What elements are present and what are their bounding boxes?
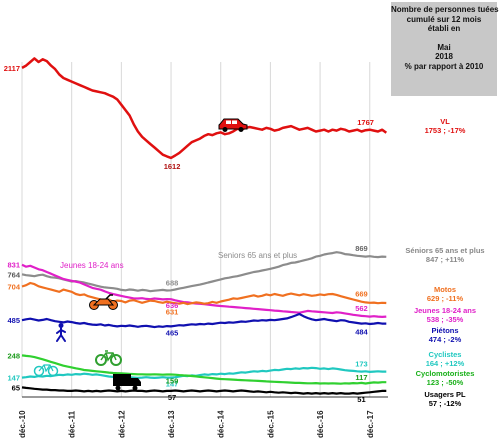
side-label-line: 629 ; -11% [426,294,464,303]
pedestrian-icon [56,323,66,342]
side-label-line: Usagers PL [424,390,466,399]
legend-line: Nombre de personnes tuées [391,5,499,14]
series-line-seniors [21,251,387,293]
side-label-line: 474 ; -2% [428,335,462,344]
side-label-jeunes: Jeunes 18-24 ans 538 ; -35% [395,306,495,324]
legend-line: % par rapport à 2010 [404,61,484,71]
value-annotation: 465 [166,328,179,337]
motorcycle-icon [89,294,118,310]
side-label-line: Séniors 65 ans et plus [405,246,485,255]
value-annotation: 65 [12,383,20,392]
side-label-pietons: Piétons 474 ; -2% [395,326,495,344]
side-label-vl: VL 1753 ; -17% [395,117,495,135]
bicycle-icon [95,350,122,366]
value-annotation: 147 [7,374,20,383]
series-line-cyclomoteurs [21,354,387,385]
value-annotation: 57 [168,393,176,402]
legend-line [391,34,497,43]
bicycle-icon-cyclists [33,364,59,377]
side-label-line: 57 ; -12% [428,399,462,408]
x-tick-label: déc.-14 [217,410,226,438]
inline-series-name: Jeunes 18-24 ans [60,261,124,270]
side-label-line: Cyclistes [428,350,462,359]
side-label-line: 538 ; -35% [426,315,464,324]
value-annotation: 631 [166,308,179,317]
series-line-pl [21,386,387,395]
value-annotation: 485 [7,316,20,325]
truck-icon [113,374,141,391]
value-annotation: 562 [355,304,368,313]
inline-series-name: Seniors 65 ans et plus [218,251,297,260]
side-label-line: VL [440,117,450,126]
value-annotation: 51 [357,395,365,404]
series-line-cyclistes [21,366,387,379]
value-annotation: 1767 [357,118,374,127]
vertical-gridlines [21,62,371,397]
side-label-line: Cyclomotoristes [415,369,475,378]
x-tick-label: déc.-12 [117,410,126,438]
value-annotation: 831 [7,261,20,270]
side-label-cyclomoteurs: Cyclomotoristes 123 ; -50% [395,369,495,387]
inline-series-labels: Jeunes 18-24 ans Seniors 65 ans et plus [60,251,297,270]
side-label-line: 123 ; -50% [426,378,464,387]
x-tick-label: déc.-13 [167,410,176,438]
side-label-line: 164 ; +12% [425,359,465,368]
value-annotation: 248 [7,351,20,360]
side-label-line: Piétons [431,326,459,335]
side-label-line: 1753 ; -17% [424,126,466,135]
x-tick-label: déc.-11 [68,410,77,438]
side-label-line: 847 ; +11% [425,255,465,264]
value-annotation: 173 [355,360,368,369]
side-label-line: Motos [433,285,457,294]
series-lines [21,57,388,395]
legend-line: Mai [437,42,451,52]
legend-line: 2018 [435,52,453,61]
value-annotation: 636 [166,301,179,310]
side-label-motos: Motos 629 ; -11% [395,285,495,303]
value-annotation: 669 [355,290,368,299]
value-annotation: 764 [7,270,20,279]
value-annotation: 117 [355,373,367,382]
side-label-seniors: Séniors 65 ans et plus 847 ; +11% [395,246,495,264]
side-label-line: Jeunes 18-24 ans [413,306,477,315]
legend-line: établi en [427,24,461,33]
side-label-cyclistes: Cyclistes 164 ; +12% [395,350,495,368]
value-annotations: 2117 1612 1767 764 688 869 831 636 562 704 631 669 4… [4,64,374,404]
series-line-vl [21,57,388,160]
chart-legend-box: Nombre de personnes tuées cumulé sur 12 … [391,2,499,96]
value-annotation: 704 [7,283,20,292]
value-annotation: 159 [166,377,179,386]
value-annotation: 484 [355,328,368,337]
value-annotation: 147 [166,380,179,389]
x-tick-label: déc.-17 [366,410,375,438]
value-annotation: 2117 [4,64,20,73]
series-line-motos [21,281,387,306]
x-tick-label: déc.-10 [18,410,27,438]
series-line-pietons [21,312,387,329]
value-annotation: 1612 [164,162,181,171]
x-tick-label: déc.-16 [316,410,325,438]
side-label-pl: Usagers PL 57 ; -12% [395,390,495,408]
value-annotation: 869 [355,244,368,253]
car-icon [218,118,248,132]
x-axis-ticks: déc.-10 déc.-11 déc.-12 déc.-13 déc.-14 déc.-… [18,410,375,438]
x-tick-label: déc.-15 [266,410,275,438]
legend-line: cumulé sur 12 mois [406,14,482,24]
series-line-jeunes [21,263,387,318]
value-annotation: 688 [166,278,179,287]
